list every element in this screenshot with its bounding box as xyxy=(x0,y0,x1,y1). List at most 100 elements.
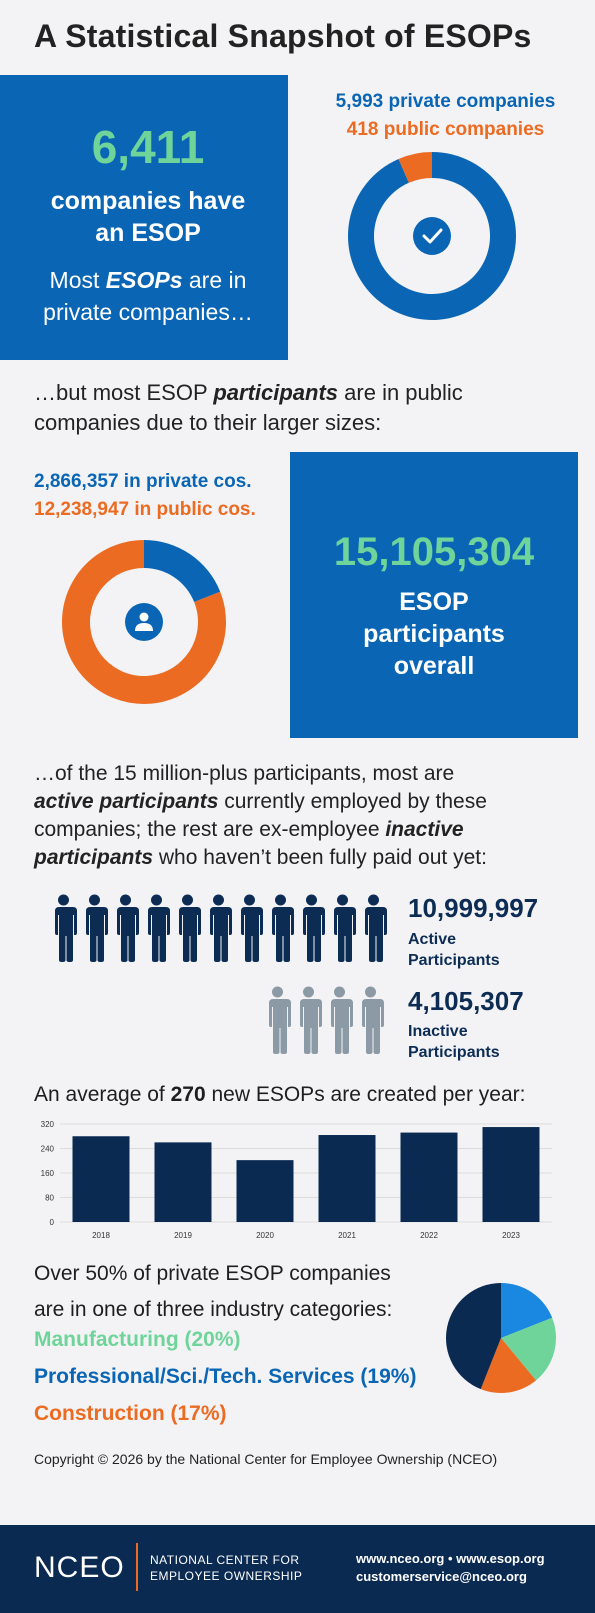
intro-em: participants xyxy=(213,380,339,405)
bar-intro-suffix: new ESOPs are created per year: xyxy=(205,1083,526,1106)
intro3-line4: who haven’t been fully paid out yet: xyxy=(153,846,487,869)
x-tick-label: 2020 xyxy=(256,1231,274,1240)
intro3-line2: currently employed by these xyxy=(218,790,487,813)
person-icon-bg xyxy=(125,603,163,641)
companies-panel: 6,411 companies have an ESOP Most ESOPs … xyxy=(0,75,288,360)
intro3-line1: …of the 15 million-plus participants, mo… xyxy=(34,762,455,785)
participants-intro: …but most ESOP participants are in publi… xyxy=(34,378,574,438)
nceo-logo: NCEO xyxy=(34,1551,125,1584)
active-label-1: Active xyxy=(408,931,457,948)
intro3-em3: participants xyxy=(34,846,154,869)
inactive-label-2: Participants xyxy=(408,1044,500,1061)
bar-chart-intro: An average of 270 new ESOPs are created … xyxy=(34,1083,525,1107)
participants-line3: overall xyxy=(393,652,475,680)
bar-2023 xyxy=(482,1127,540,1222)
inactive-label-1: Inactive xyxy=(408,1023,468,1040)
bar-2018 xyxy=(72,1136,130,1222)
industry-line2: are in one of three industry categories: xyxy=(34,1298,393,1321)
person-icon xyxy=(268,986,291,1054)
companies-line4: private companies… xyxy=(43,299,253,325)
intro3-line3: companies; the rest are ex-employee xyxy=(34,818,386,841)
bar-intro-bold: 270 xyxy=(170,1083,206,1106)
y-tick-label: 80 xyxy=(45,1194,54,1203)
page-title: A Statistical Snapshot of ESOPs xyxy=(34,18,532,54)
industry-line1: Over 50% of private ESOP companies xyxy=(34,1262,391,1285)
bar-2021 xyxy=(318,1135,376,1222)
participants-line2: participants xyxy=(363,620,505,648)
donut-slice-private xyxy=(144,540,221,603)
person-icon xyxy=(330,986,353,1054)
legend-private-companies: 5,993 private companies xyxy=(335,91,556,112)
intro-line2: companies due to their larger sizes: xyxy=(34,410,382,435)
intro-prefix: …but most ESOP xyxy=(34,380,214,405)
active-inactive-intro: …of the 15 million-plus participants, mo… xyxy=(34,760,584,872)
person-icon xyxy=(271,894,294,962)
pie-slice-2 xyxy=(480,1338,537,1393)
companies-line1: companies have xyxy=(50,187,246,215)
most-em: ESOPs xyxy=(105,267,183,293)
companies-most-line: Most ESOPs are in xyxy=(0,267,296,294)
participants-panel: 15,105,304 ESOP participants overall xyxy=(290,452,578,738)
link-separator: • xyxy=(447,1551,453,1566)
pie-slice-0 xyxy=(501,1283,553,1338)
industry-professional: Professional/Sci./Tech. Services (19%) xyxy=(34,1365,417,1388)
pie-slice-1 xyxy=(501,1317,556,1381)
x-tick-label: 2023 xyxy=(502,1231,520,1240)
donut-slice-public xyxy=(61,540,226,704)
companies-donut xyxy=(348,152,516,320)
footer: NCEO NATIONAL CENTER FOR EMPLOYEE OWNERS… xyxy=(0,1525,595,1613)
industry-intro: Over 50% of private ESOP companies are i… xyxy=(34,1256,392,1328)
y-tick-label: 160 xyxy=(41,1169,55,1178)
inactive-people-icons xyxy=(264,986,389,1058)
industry-construction: Construction (17%) xyxy=(34,1402,227,1425)
companies-line2: an ESOP xyxy=(95,219,201,247)
person-icon xyxy=(361,986,384,1054)
person-icon xyxy=(299,986,322,1054)
person-icon xyxy=(209,894,232,962)
link-esop[interactable]: www.esop.org xyxy=(456,1551,545,1566)
person-icon xyxy=(178,894,201,962)
x-tick-label: 2019 xyxy=(174,1231,192,1240)
participants-line1: ESOP xyxy=(399,588,469,616)
person-icon xyxy=(135,623,153,631)
link-nceo[interactable]: www.nceo.org xyxy=(356,1551,445,1566)
y-tick-label: 240 xyxy=(41,1145,55,1154)
most-prefix: Most xyxy=(49,267,106,293)
x-tick-label: 2018 xyxy=(92,1231,110,1240)
bar-2020 xyxy=(236,1160,294,1222)
org-name-1: NATIONAL CENTER FOR xyxy=(150,1553,300,1567)
industry-manufacturing: Manufacturing (20%) xyxy=(34,1328,241,1351)
copyright: Copyright © 2026 by the National Center … xyxy=(34,1451,498,1467)
inactive-count: 4,105,307 xyxy=(408,986,524,1016)
person-icon-head xyxy=(139,612,149,622)
industry-pie-chart xyxy=(446,1283,556,1393)
person-icon xyxy=(302,894,325,962)
y-tick-label: 320 xyxy=(41,1120,55,1129)
person-icon xyxy=(54,894,77,962)
legend-public-companies: 418 public companies xyxy=(346,119,545,140)
footer-links: www.nceo.org • www.esop.org xyxy=(356,1551,545,1566)
companies-count: 6,411 xyxy=(91,121,205,173)
person-icon xyxy=(85,894,108,962)
active-label-2: Participants xyxy=(408,952,500,969)
new-esops-bar-chart: 0 80 160 240 320 2018 2019 2020 2021 2022 2023 xyxy=(41,1120,552,1240)
person-icon xyxy=(116,894,139,962)
y-tick-label: 0 xyxy=(50,1218,55,1227)
legend-public-participants: 12,238,947 in public cos. xyxy=(34,499,256,520)
bar-2019 xyxy=(154,1142,212,1222)
active-count: 10,999,997 xyxy=(408,893,539,923)
x-tick-label: 2021 xyxy=(338,1231,356,1240)
intro3-em2: inactive xyxy=(385,818,464,841)
pie-slice-3 xyxy=(446,1283,501,1390)
org-name-2: EMPLOYEE OWNERSHIP xyxy=(150,1569,303,1583)
person-icon xyxy=(240,894,263,962)
bar-2022 xyxy=(400,1132,458,1222)
donut-slice-private xyxy=(348,152,516,320)
donut-slice-public xyxy=(398,152,432,183)
active-people-icons xyxy=(50,894,395,966)
x-tick-label: 2022 xyxy=(420,1231,438,1240)
legend-private-participants: 2,866,357 in private cos. xyxy=(34,471,252,492)
person-icon xyxy=(333,894,356,962)
link-email[interactable]: customerservice@nceo.org xyxy=(356,1569,527,1584)
most-suffix: are in xyxy=(182,267,247,293)
